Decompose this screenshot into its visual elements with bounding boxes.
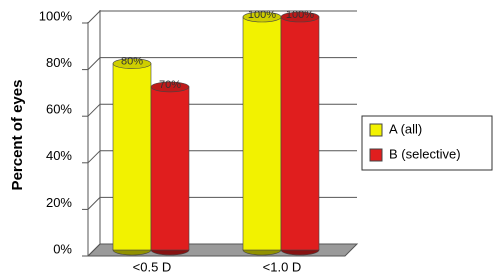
grid-line xyxy=(87,103,101,117)
bar xyxy=(280,16,320,251)
bar-top xyxy=(150,81,190,93)
y-tick-label: 100% xyxy=(39,8,73,23)
bar-top xyxy=(112,58,152,69)
grid-line xyxy=(87,57,101,70)
grid-line xyxy=(87,150,101,164)
y-tick-label: 80% xyxy=(46,55,72,70)
y-tick-label: 20% xyxy=(46,195,72,210)
legend-label: A (all) xyxy=(389,121,422,136)
legend-label: B (selective) xyxy=(389,146,461,161)
y-axis-label: Percent of eyes xyxy=(9,80,26,191)
y-tick-label: 0% xyxy=(53,241,72,256)
grid-line xyxy=(87,10,101,24)
bar-top xyxy=(280,11,320,23)
x-tick-label: <1.0 D xyxy=(263,259,302,274)
value-label: 70% xyxy=(159,79,181,91)
legend-swatch xyxy=(369,123,383,137)
value-label: 100% xyxy=(286,9,314,21)
x-tick-label: <0.5 D xyxy=(133,259,172,274)
bar xyxy=(112,63,152,251)
bar xyxy=(150,86,190,251)
grid-line xyxy=(87,197,101,210)
value-label: 80% xyxy=(121,56,143,68)
grid-line xyxy=(87,243,101,257)
bar xyxy=(242,16,282,251)
legend-swatch xyxy=(369,148,383,162)
y-tick-label: 60% xyxy=(46,102,72,117)
value-label: 100% xyxy=(248,9,276,21)
legend xyxy=(361,115,493,171)
y-tick-label: 40% xyxy=(46,148,72,163)
